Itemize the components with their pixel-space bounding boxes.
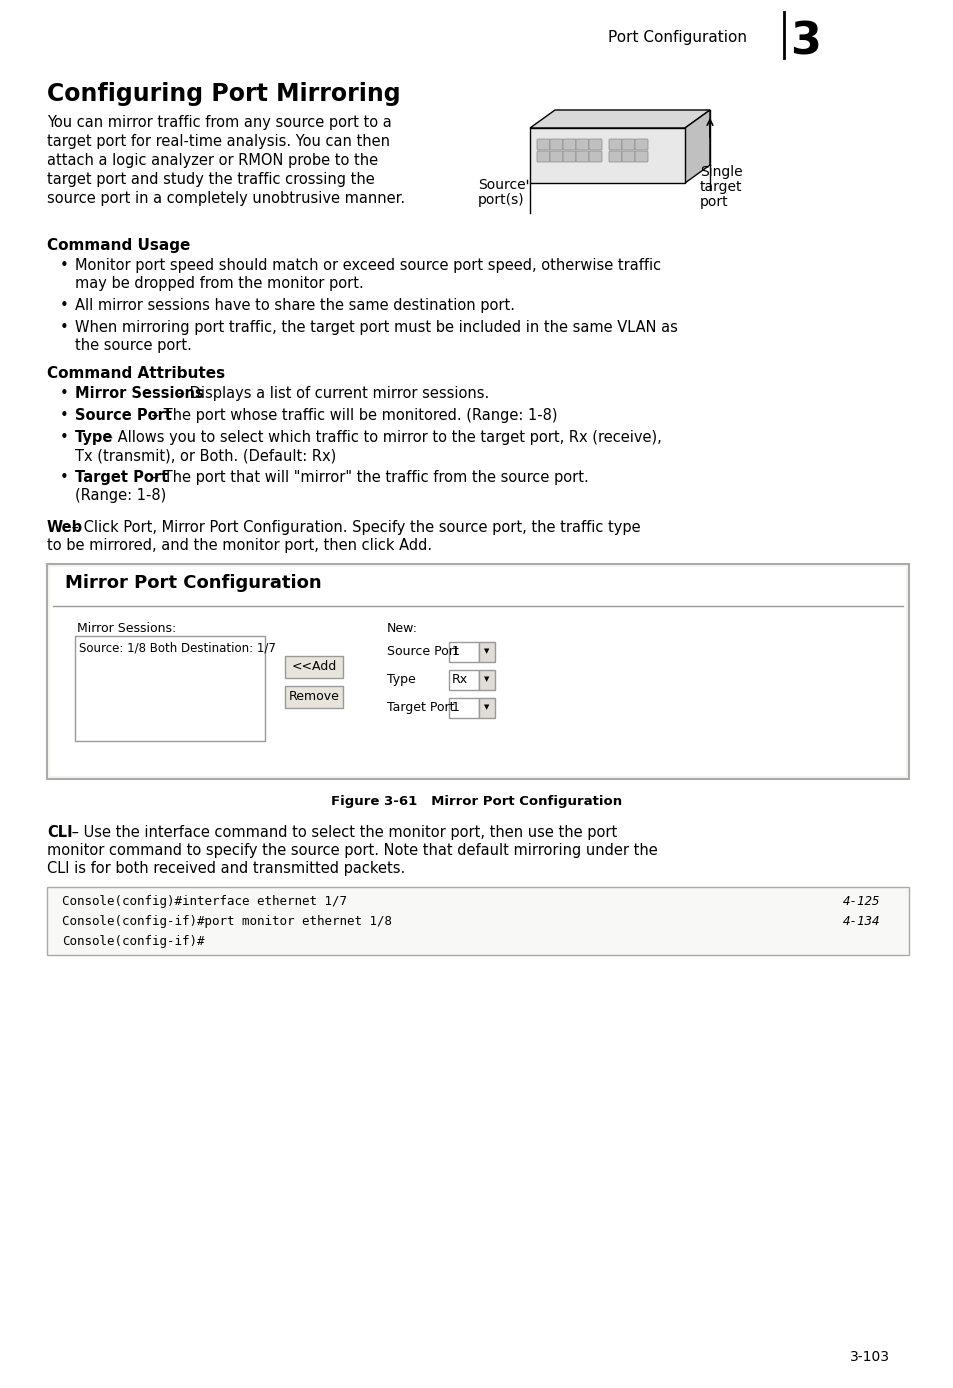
Text: Type: Type xyxy=(75,430,113,446)
Text: port: port xyxy=(700,194,728,210)
Text: <<Add: <<Add xyxy=(291,661,336,673)
Text: ▼: ▼ xyxy=(484,648,489,654)
FancyBboxPatch shape xyxy=(608,151,621,162)
FancyBboxPatch shape xyxy=(635,139,647,150)
Text: the source port.: the source port. xyxy=(75,339,192,353)
Text: Type: Type xyxy=(387,673,416,686)
FancyBboxPatch shape xyxy=(608,139,621,150)
Polygon shape xyxy=(530,128,684,183)
Text: Mirror Sessions:: Mirror Sessions: xyxy=(77,622,176,634)
Text: •: • xyxy=(60,321,69,335)
Text: New:: New: xyxy=(387,622,417,634)
Text: – The port that will "mirror" the traffic from the source port.: – The port that will "mirror" the traffi… xyxy=(147,471,588,484)
Text: Configuring Port Mirroring: Configuring Port Mirroring xyxy=(47,82,400,105)
Text: source port in a completely unobtrusive manner.: source port in a completely unobtrusive … xyxy=(47,192,405,205)
Bar xyxy=(47,887,908,955)
Bar xyxy=(285,657,343,677)
Text: Port Configuration: Port Configuration xyxy=(607,31,746,44)
Polygon shape xyxy=(684,110,709,183)
Text: attach a logic analyzer or RMON probe to the: attach a logic analyzer or RMON probe to… xyxy=(47,153,377,168)
Bar xyxy=(449,643,478,662)
Text: You can mirror traffic from any source port to a: You can mirror traffic from any source p… xyxy=(47,115,392,130)
Text: Mirror Sessions: Mirror Sessions xyxy=(75,386,204,401)
Text: •: • xyxy=(60,386,69,401)
Bar xyxy=(449,670,478,690)
FancyBboxPatch shape xyxy=(537,151,550,162)
Text: •: • xyxy=(60,430,69,446)
Text: to be mirrored, and the monitor port, then click Add.: to be mirrored, and the monitor port, th… xyxy=(47,539,432,552)
FancyBboxPatch shape xyxy=(562,139,576,150)
Text: – Use the interface command to select the monitor port, then use the port: – Use the interface command to select th… xyxy=(67,824,617,840)
Text: Console(config-if)#port monitor ethernet 1/8: Console(config-if)#port monitor ethernet… xyxy=(62,915,392,929)
FancyBboxPatch shape xyxy=(621,151,635,162)
Text: CLI is for both received and transmitted packets.: CLI is for both received and transmitted… xyxy=(47,861,405,876)
FancyBboxPatch shape xyxy=(537,139,550,150)
Text: 3-103: 3-103 xyxy=(849,1351,889,1364)
Text: target port for real-time analysis. You can then: target port for real-time analysis. You … xyxy=(47,135,390,149)
Bar xyxy=(50,568,905,605)
Text: •: • xyxy=(60,408,69,423)
Text: Mirror Port Configuration: Mirror Port Configuration xyxy=(65,575,321,593)
Text: 1: 1 xyxy=(452,701,459,713)
Bar xyxy=(47,564,908,779)
Text: Command Usage: Command Usage xyxy=(47,237,191,253)
Text: 3: 3 xyxy=(789,21,820,64)
Text: •: • xyxy=(60,258,69,273)
Text: ▼: ▼ xyxy=(484,704,489,711)
Text: port(s): port(s) xyxy=(477,193,524,207)
Text: Single: Single xyxy=(700,165,741,179)
Text: – Displays a list of current mirror sessions.: – Displays a list of current mirror sess… xyxy=(172,386,488,401)
Bar xyxy=(75,636,265,741)
Bar xyxy=(478,643,495,662)
Text: Monitor port speed should match or exceed source port speed, otherwise traffic: Monitor port speed should match or excee… xyxy=(75,258,660,273)
FancyBboxPatch shape xyxy=(588,151,601,162)
FancyBboxPatch shape xyxy=(550,151,562,162)
Text: All mirror sessions have to share the same destination port.: All mirror sessions have to share the sa… xyxy=(75,298,515,314)
FancyBboxPatch shape xyxy=(576,151,588,162)
Text: Console(config-if)#: Console(config-if)# xyxy=(62,936,204,948)
FancyBboxPatch shape xyxy=(562,151,576,162)
Text: Target Port: Target Port xyxy=(387,701,454,713)
FancyBboxPatch shape xyxy=(588,139,601,150)
Text: – The port whose traffic will be monitored. (Range: 1-8): – The port whose traffic will be monitor… xyxy=(147,408,557,423)
Text: 4-134: 4-134 xyxy=(841,915,879,929)
Text: Figure 3-61   Mirror Port Configuration: Figure 3-61 Mirror Port Configuration xyxy=(331,795,622,808)
Text: Console(config)#interface ethernet 1/7: Console(config)#interface ethernet 1/7 xyxy=(62,895,347,908)
Text: 4-125: 4-125 xyxy=(841,895,879,908)
Text: monitor command to specify the source port. Note that default mirroring under th: monitor command to specify the source po… xyxy=(47,843,657,858)
Text: Source Port: Source Port xyxy=(75,408,172,423)
Bar xyxy=(478,670,495,690)
FancyBboxPatch shape xyxy=(576,139,588,150)
Text: Web: Web xyxy=(47,520,83,534)
Text: – Click Port, Mirror Port Configuration. Specify the source port, the traffic ty: – Click Port, Mirror Port Configuration.… xyxy=(67,520,639,534)
Text: Source Port: Source Port xyxy=(387,645,458,658)
FancyBboxPatch shape xyxy=(635,151,647,162)
Text: 1: 1 xyxy=(452,645,459,658)
Text: Source: Source xyxy=(477,178,525,192)
Bar xyxy=(50,568,905,776)
Text: Target Port: Target Port xyxy=(75,471,168,484)
Text: ▼: ▼ xyxy=(484,676,489,682)
Bar xyxy=(478,698,495,718)
FancyBboxPatch shape xyxy=(550,139,562,150)
Text: Rx: Rx xyxy=(452,673,468,686)
Text: (Range: 1-8): (Range: 1-8) xyxy=(75,489,166,502)
Text: •: • xyxy=(60,298,69,314)
Text: Remove: Remove xyxy=(288,690,339,702)
Text: may be dropped from the monitor port.: may be dropped from the monitor port. xyxy=(75,276,363,291)
FancyBboxPatch shape xyxy=(621,139,635,150)
Bar xyxy=(449,698,478,718)
Text: Tx (transmit), or Both. (Default: Rx): Tx (transmit), or Both. (Default: Rx) xyxy=(75,448,335,464)
Bar xyxy=(285,686,343,708)
Text: Source: 1/8 Both Destination: 1/7: Source: 1/8 Both Destination: 1/7 xyxy=(79,641,275,654)
Text: When mirroring port traffic, the target port must be included in the same VLAN a: When mirroring port traffic, the target … xyxy=(75,321,678,335)
Text: – Allows you to select which traffic to mirror to the target port, Rx (receive),: – Allows you to select which traffic to … xyxy=(101,430,661,446)
Polygon shape xyxy=(530,110,709,128)
Text: •: • xyxy=(60,471,69,484)
Text: target port and study the traffic crossing the: target port and study the traffic crossi… xyxy=(47,172,375,187)
Text: Command Attributes: Command Attributes xyxy=(47,366,225,380)
Text: CLI: CLI xyxy=(47,824,72,840)
Text: target: target xyxy=(700,180,741,194)
